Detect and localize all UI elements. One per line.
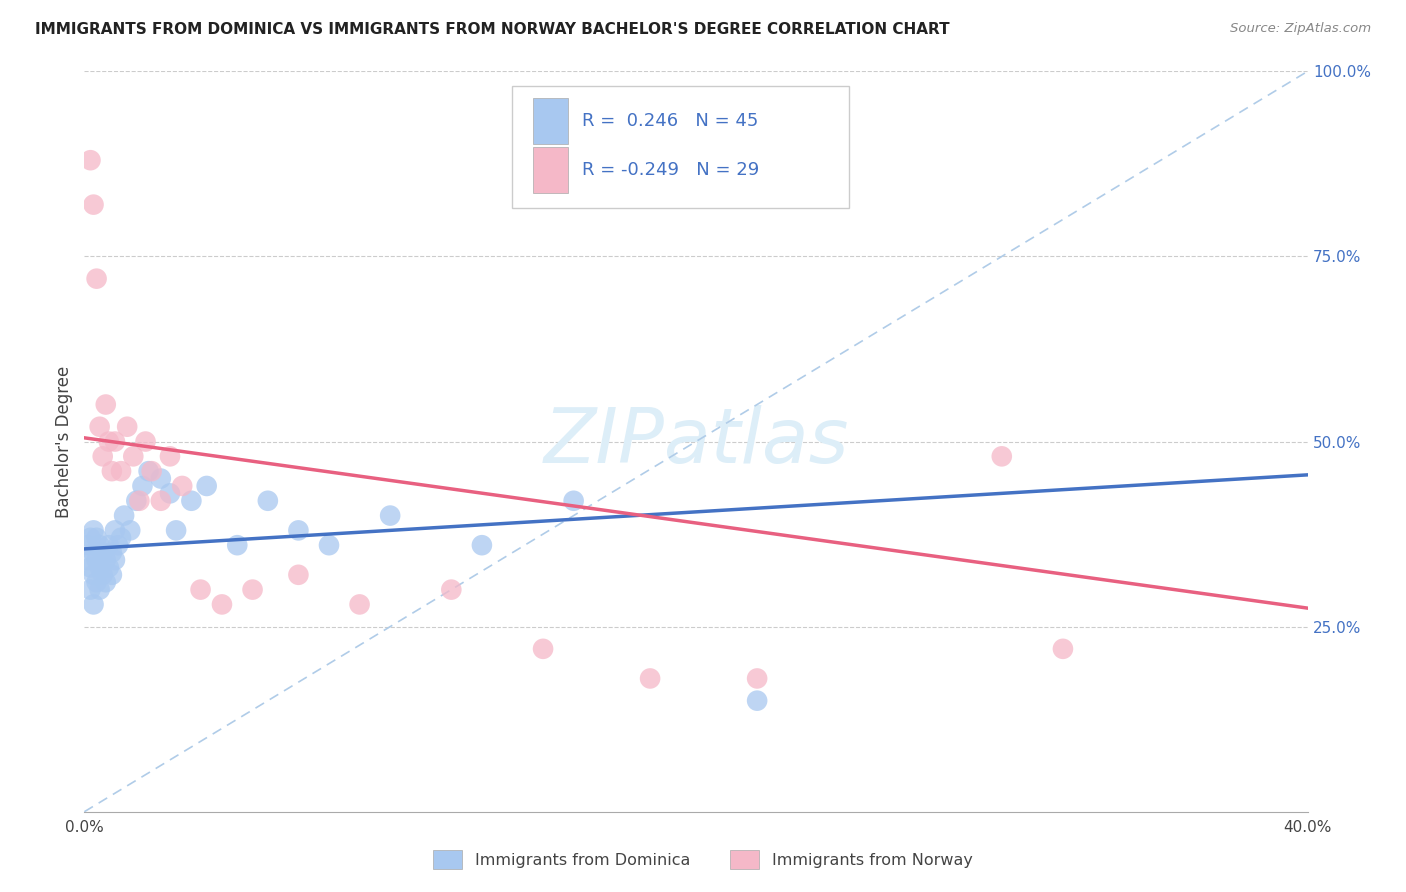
Point xyxy=(86,553,108,567)
Point xyxy=(83,197,105,211)
Y-axis label: Bachelor's Degree: Bachelor's Degree xyxy=(55,366,73,517)
Point xyxy=(135,434,157,449)
Point xyxy=(226,538,249,552)
Point xyxy=(91,546,114,560)
Point xyxy=(101,567,124,582)
Point xyxy=(211,598,233,612)
Point xyxy=(122,450,145,464)
Point xyxy=(94,575,117,590)
Point xyxy=(91,450,114,464)
Point xyxy=(79,560,101,574)
Point xyxy=(97,434,120,449)
Point xyxy=(242,582,264,597)
Point xyxy=(131,479,153,493)
Point xyxy=(89,538,111,552)
Point xyxy=(94,553,117,567)
Point xyxy=(159,486,181,500)
Point xyxy=(120,524,142,538)
Text: ZIPatlas: ZIPatlas xyxy=(543,405,849,478)
Point xyxy=(83,546,105,560)
Point xyxy=(97,560,120,574)
Text: R =  0.246   N = 45: R = 0.246 N = 45 xyxy=(582,112,759,130)
Point xyxy=(531,641,554,656)
Point xyxy=(747,694,769,708)
Point xyxy=(991,450,1014,464)
Point xyxy=(76,553,98,567)
Point xyxy=(110,464,132,478)
Point xyxy=(89,582,111,597)
Point xyxy=(257,493,280,508)
Point xyxy=(141,464,163,478)
Point xyxy=(165,524,187,538)
Point xyxy=(380,508,402,523)
FancyBboxPatch shape xyxy=(513,87,849,209)
Point xyxy=(195,479,218,493)
Point xyxy=(115,419,138,434)
Point xyxy=(180,493,202,508)
Point xyxy=(97,538,120,552)
Point xyxy=(104,524,127,538)
Point xyxy=(287,567,309,582)
Point xyxy=(1052,641,1074,656)
Point xyxy=(101,546,124,560)
Point xyxy=(79,153,101,168)
Point xyxy=(318,538,340,552)
Point xyxy=(101,464,124,478)
Point xyxy=(747,672,769,686)
Point xyxy=(287,524,309,538)
Point xyxy=(83,598,105,612)
Point xyxy=(104,553,127,567)
Point xyxy=(89,560,111,574)
Bar xyxy=(533,98,568,144)
Text: R = -0.249   N = 29: R = -0.249 N = 29 xyxy=(582,161,759,178)
Point xyxy=(128,493,150,508)
Point xyxy=(86,531,108,545)
Point xyxy=(79,531,101,545)
Point xyxy=(471,538,494,552)
Point xyxy=(76,538,98,552)
Point xyxy=(638,672,661,686)
Point xyxy=(83,567,105,582)
Point xyxy=(94,398,117,412)
Point xyxy=(110,531,132,545)
Point xyxy=(190,582,212,597)
Point xyxy=(86,575,108,590)
Point xyxy=(159,450,181,464)
Point xyxy=(138,464,160,478)
Point xyxy=(440,582,463,597)
Point xyxy=(104,434,127,449)
Point xyxy=(107,538,129,552)
Point xyxy=(562,493,585,508)
Point xyxy=(112,508,135,523)
Point xyxy=(125,493,148,508)
Point xyxy=(149,471,172,485)
Point xyxy=(83,524,105,538)
Point xyxy=(349,598,371,612)
Point xyxy=(89,419,111,434)
Text: IMMIGRANTS FROM DOMINICA VS IMMIGRANTS FROM NORWAY BACHELOR'S DEGREE CORRELATION: IMMIGRANTS FROM DOMINICA VS IMMIGRANTS F… xyxy=(35,22,950,37)
Point xyxy=(149,493,172,508)
Point xyxy=(79,582,101,597)
Legend: Immigrants from Dominica, Immigrants from Norway: Immigrants from Dominica, Immigrants fro… xyxy=(427,844,979,875)
Point xyxy=(86,271,108,285)
Bar xyxy=(533,147,568,193)
Text: Source: ZipAtlas.com: Source: ZipAtlas.com xyxy=(1230,22,1371,36)
Point xyxy=(91,567,114,582)
Point xyxy=(172,479,194,493)
